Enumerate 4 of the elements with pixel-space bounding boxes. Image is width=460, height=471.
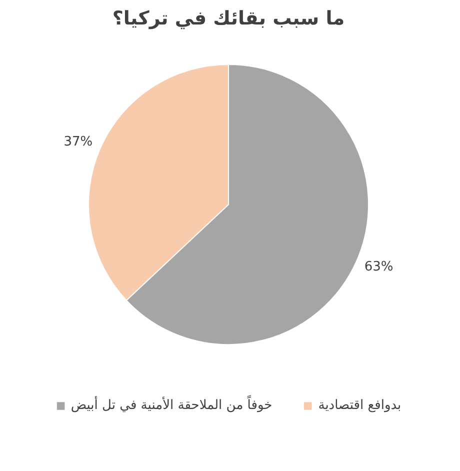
data-label: 37% [64, 134, 93, 150]
chart-title: ما سبب بقائك في تركيا؟ [112, 8, 345, 30]
legend-label: بدوافع اقتصادية [318, 398, 402, 413]
data-label: 63% [364, 259, 394, 274]
